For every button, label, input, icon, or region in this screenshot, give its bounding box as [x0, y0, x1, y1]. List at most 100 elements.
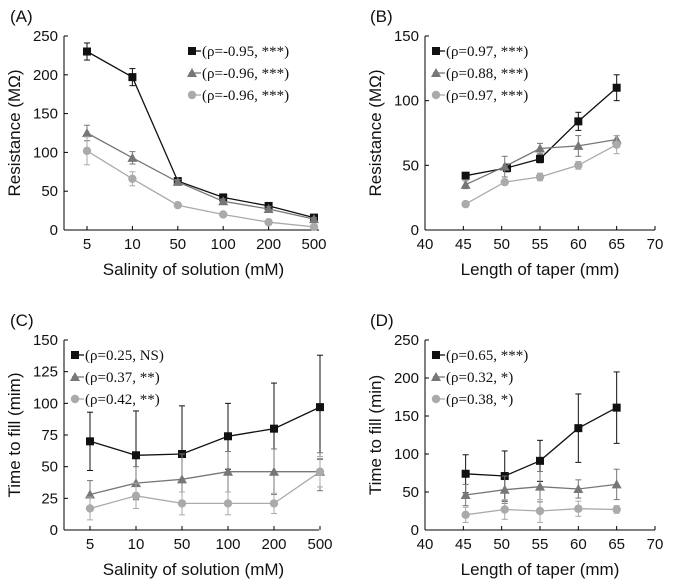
data-point	[309, 214, 319, 224]
data-point	[500, 505, 509, 514]
x-tick-label: 55	[532, 536, 549, 553]
series-circle	[85, 456, 325, 521]
x-tick-label: 500	[307, 536, 332, 553]
legend-entry: (ρ=0.65, ***)	[446, 348, 528, 364]
legend-entry: (ρ=0.97, ***)	[446, 44, 528, 60]
x-tick-label: 65	[608, 536, 625, 553]
data-point	[536, 154, 544, 163]
x-tick-label: 55	[532, 236, 549, 253]
chart-panel-b: (B) 0 50 100 150 40 45 50 55 60 65 70 Length of tape…	[366, 7, 663, 279]
series-square	[461, 371, 621, 502]
data-point	[573, 483, 584, 493]
data-point	[224, 432, 232, 441]
y-tick-label: 50	[402, 157, 419, 174]
series-circle	[461, 135, 621, 209]
data-point	[131, 491, 141, 500]
data-point	[612, 505, 621, 514]
data-point	[316, 403, 324, 412]
y-tick-label: 0	[50, 222, 58, 239]
data-point	[264, 218, 273, 227]
data-point	[460, 179, 471, 189]
x-tick-label: 10	[124, 236, 141, 253]
x-tick-label: 40	[417, 236, 434, 253]
y-tick-label: 100	[33, 395, 58, 412]
x-tick-label: 70	[647, 236, 664, 253]
x-tick-label: 10	[128, 536, 145, 553]
data-point	[82, 146, 92, 156]
legend-entry: (ρ=0.37, **)	[85, 370, 160, 386]
legend-entry: (ρ=-0.95, ***)	[202, 44, 289, 60]
x-tick-label: 500	[301, 236, 326, 253]
y-tick-label: 100	[394, 446, 419, 463]
y-tick-label: 250	[394, 332, 419, 349]
x-tick-label: 5	[83, 236, 91, 253]
data-point	[461, 199, 470, 209]
legend-marker	[431, 90, 441, 100]
x-tick-label: 65	[608, 236, 625, 253]
data-point	[128, 174, 137, 183]
x-axis-title: Salinity of solution (mM)	[103, 560, 284, 579]
x-axis-title: Salinity of solution (mM)	[103, 260, 284, 279]
y-tick-label: 200	[394, 370, 419, 387]
y-axis-title: Time to fill (mim)	[5, 373, 24, 498]
data-point	[574, 117, 583, 126]
data-point	[269, 466, 279, 476]
data-point	[219, 210, 228, 219]
data-point	[173, 200, 182, 210]
y-tick-label: 150	[33, 106, 58, 123]
data-point	[270, 424, 278, 433]
legend-entry: (ρ=0.97, ***)	[446, 88, 528, 104]
y-axis-title: Resistance (MΩ)	[5, 69, 24, 196]
legend-marker	[431, 372, 441, 381]
series-line	[86, 132, 315, 220]
y-tick-label: 150	[33, 332, 58, 349]
data-point	[223, 499, 233, 508]
legend-marker	[431, 68, 441, 77]
legend-entry: (ρ=0.25, NS)	[85, 348, 164, 364]
data-point	[612, 83, 621, 92]
series-circle	[82, 136, 319, 232]
y-tick-label: 50	[41, 183, 58, 200]
x-tick-label: 50	[493, 536, 510, 553]
y-tick-label: 50	[41, 459, 58, 476]
data-point	[263, 204, 274, 214]
data-point	[499, 484, 510, 494]
y-tick-label: 50	[402, 484, 419, 501]
data-point	[461, 171, 470, 180]
x-tick-label: 50	[493, 236, 510, 253]
data-point	[86, 437, 94, 446]
legend-entry: (ρ=0.88, ***)	[446, 66, 528, 82]
x-tick-label: 45	[455, 236, 472, 253]
legend-entry: (ρ=-0.96, ***)	[202, 66, 289, 82]
legend-marker	[187, 68, 197, 77]
data-point	[535, 481, 545, 491]
data-point	[499, 161, 510, 171]
y-tick-label: 100	[33, 144, 58, 161]
x-axis-title: Length of taper (mm)	[461, 560, 620, 579]
legend-entry: (ρ=0.38, *)	[446, 392, 513, 408]
legend-marker	[70, 372, 80, 381]
data-point	[128, 73, 137, 82]
data-point	[612, 140, 621, 149]
data-point	[177, 499, 187, 508]
legend-entry: (ρ=0.42, **)	[85, 392, 160, 408]
series-triangle	[460, 468, 622, 507]
x-axis-title: Length of taper (mm)	[461, 260, 620, 279]
x-tick-label: 100	[215, 536, 240, 553]
y-tick-label: 150	[394, 28, 419, 45]
data-point	[85, 489, 95, 499]
series-line	[89, 406, 321, 456]
series-circle	[461, 499, 621, 523]
series-triangle	[82, 124, 319, 224]
series-line	[89, 471, 320, 496]
data-point	[85, 504, 95, 513]
y-tick-label: 125	[33, 364, 58, 381]
legend-marker	[187, 90, 197, 100]
legend-marker	[70, 394, 80, 404]
data-point	[223, 466, 233, 476]
y-tick-label: 250	[33, 28, 58, 45]
legend-marker	[71, 351, 79, 359]
y-tick-label: 25	[41, 490, 58, 507]
data-point	[461, 510, 470, 519]
